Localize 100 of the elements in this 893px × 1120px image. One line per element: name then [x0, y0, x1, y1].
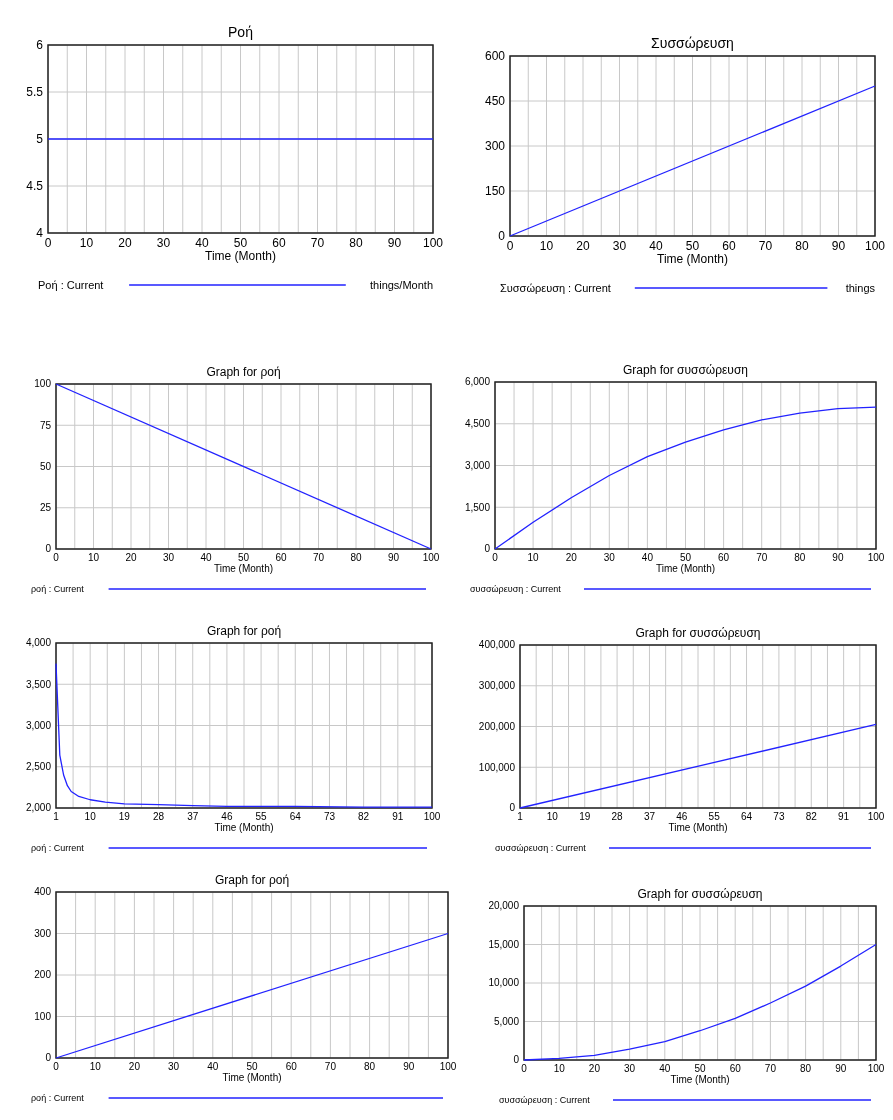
x-tick-label: 73 — [323, 811, 336, 822]
x-tick-label: 80 — [795, 239, 809, 253]
x-tick-label: 50 — [237, 552, 250, 563]
x-tick-label: 73 — [773, 811, 785, 822]
x-tick-label: 10 — [79, 236, 94, 250]
x-tick-label: 40 — [649, 239, 663, 253]
x-tick-label: 60 — [275, 552, 287, 563]
x-tick-label: 91 — [838, 811, 850, 822]
x-tick-label: 90 — [403, 1061, 415, 1072]
x-tick-label: 91 — [392, 811, 404, 822]
x-tick-label: 10 — [527, 552, 540, 563]
x-tick-label: 20 — [565, 552, 578, 563]
x-tick-label: 60 — [729, 1063, 742, 1074]
x-axis-title: Time (Month) — [655, 563, 716, 574]
text: Συσσώρευση : Current — [500, 282, 611, 294]
x-tick-label: 30 — [603, 552, 616, 563]
x-tick-label: 37 — [643, 811, 656, 822]
y-tick-label: 1,500 — [464, 501, 491, 513]
text: συσσώρευση : Current — [495, 843, 587, 854]
x-tick-label: 50 — [246, 1061, 258, 1072]
y-tick-label: 3,000 — [464, 459, 491, 471]
y-tick-label: 300 — [484, 139, 506, 153]
x-tick-label: 82 — [358, 811, 370, 822]
chart-title: Graph for ροή — [206, 624, 282, 638]
y-tick-label: 2,500 — [25, 761, 52, 773]
x-tick-label: 100 — [422, 552, 440, 563]
x-tick-label: 64 — [289, 811, 302, 822]
text: things — [845, 282, 876, 294]
text: συσσώρευση : Current — [470, 584, 562, 595]
x-axis-title: Time (Month) — [222, 1072, 282, 1083]
y-tick-label: 600 — [484, 49, 506, 63]
x-tick-label: 70 — [324, 1061, 337, 1072]
x-tick-label: 100 — [867, 1063, 885, 1074]
x-tick-label: 1 — [53, 811, 60, 822]
x-axis-title: Time (Month) — [213, 563, 274, 574]
y-tick-label: 300,000 — [478, 680, 516, 692]
x-tick-label: 82 — [805, 811, 818, 822]
x-axis-title: Time (Month) — [668, 822, 728, 833]
x-tick-label: 55 — [708, 811, 721, 822]
x-tick-label: 30 — [168, 1061, 180, 1072]
x-tick-label: 20 — [118, 236, 132, 250]
x-tick-label: 80 — [364, 1061, 376, 1072]
y-tick-label: 400 — [34, 886, 52, 898]
y-tick-label: 4 — [36, 226, 44, 240]
x-tick-label: 70 — [764, 1063, 777, 1074]
x-tick-label: 30 — [156, 236, 171, 250]
x-tick-label: 19 — [118, 811, 131, 822]
x-tick-label: 0 — [53, 552, 60, 563]
text: ροή : Current — [31, 1093, 85, 1104]
x-tick-label: 40 — [200, 552, 212, 563]
x-tick-label: 10 — [89, 1061, 102, 1072]
chart-title: Συσσώρευση — [651, 35, 734, 51]
y-tick-label: 0 — [45, 1052, 52, 1064]
x-tick-label: 30 — [624, 1063, 636, 1074]
x-tick-label: 10 — [84, 811, 97, 822]
x-tick-label: 40 — [195, 236, 209, 250]
chart-title: Graph for συσσώρευση — [623, 363, 748, 377]
y-tick-label: 25 — [39, 502, 52, 514]
y-tick-label: 400,000 — [478, 639, 516, 651]
y-tick-label: 0 — [509, 802, 516, 814]
x-tick-label: 19 — [579, 811, 591, 822]
x-tick-label: 40 — [207, 1061, 219, 1072]
x-tick-label: 0 — [521, 1063, 528, 1074]
x-tick-label: 10 — [553, 1063, 566, 1074]
x-axis-title: Time (Month) — [205, 249, 276, 263]
x-tick-label: 100 — [439, 1061, 457, 1072]
x-tick-label: 90 — [832, 552, 844, 563]
x-tick-label: 40 — [659, 1063, 671, 1074]
y-tick-label: 100,000 — [478, 761, 516, 773]
x-tick-label: 100 — [867, 811, 885, 822]
y-tick-label: 2,000 — [25, 802, 52, 814]
x-tick-label: 100 — [422, 236, 444, 250]
x-tick-label: 90 — [387, 236, 402, 250]
text: things/Month — [370, 279, 433, 291]
x-tick-label: 100 — [867, 552, 885, 563]
x-tick-label: 28 — [152, 811, 165, 822]
y-tick-label: 0 — [484, 543, 491, 555]
y-tick-label: 5,000 — [493, 1015, 520, 1027]
y-tick-label: 5 — [36, 132, 44, 146]
y-tick-label: 50 — [39, 460, 52, 472]
y-tick-label: 3,000 — [25, 719, 52, 731]
chart-title: Graph for ροή — [206, 365, 281, 379]
x-tick-label: 70 — [756, 552, 768, 563]
x-tick-label: 50 — [685, 239, 700, 253]
y-tick-label: 5.5 — [26, 85, 44, 99]
chart-title: Graph for συσσώρευση — [635, 626, 761, 640]
y-tick-label: 200,000 — [478, 720, 516, 732]
text: ροή : Current — [31, 843, 85, 854]
y-tick-label: 3,500 — [25, 678, 52, 690]
x-tick-label: 50 — [694, 1063, 706, 1074]
x-tick-label: 10 — [546, 811, 559, 822]
x-tick-label: 90 — [835, 1063, 847, 1074]
x-tick-label: 70 — [310, 236, 325, 250]
x-tick-label: 90 — [831, 239, 846, 253]
y-tick-label: 450 — [484, 94, 506, 108]
x-tick-label: 100 — [864, 239, 886, 253]
x-tick-label: 60 — [285, 1061, 298, 1072]
y-tick-label: 4,500 — [464, 418, 491, 430]
x-tick-label: 37 — [187, 811, 199, 822]
y-tick-label: 6 — [36, 38, 44, 52]
